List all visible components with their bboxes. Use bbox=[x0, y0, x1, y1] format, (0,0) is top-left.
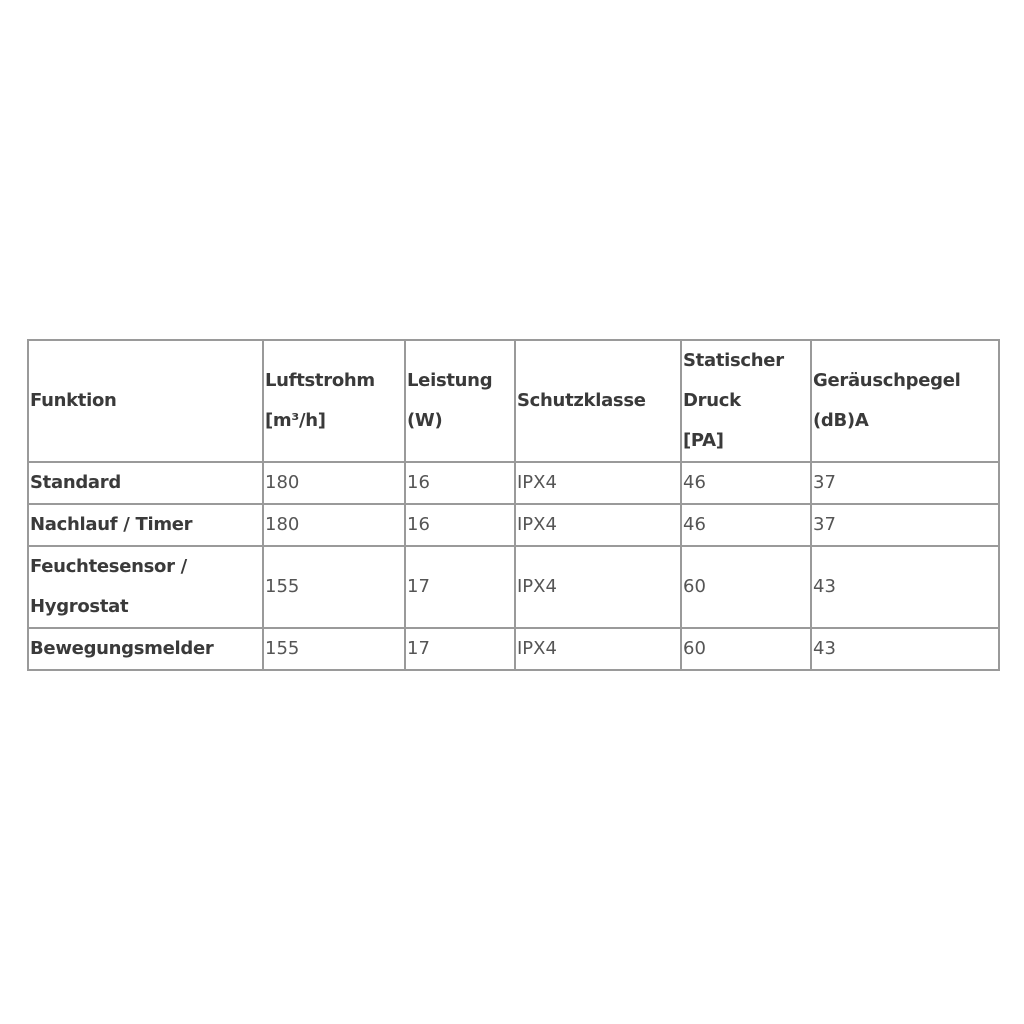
cell-geraeuschpegel: 37 bbox=[810, 503, 1000, 547]
cell-druck: 60 bbox=[680, 545, 812, 629]
header-line: Statischer bbox=[683, 350, 784, 371]
header-line: (dB)A bbox=[813, 410, 869, 431]
cell-luftstrom: 155 bbox=[262, 627, 406, 671]
header-druck: Statischer Druck [PA] bbox=[680, 339, 812, 463]
header-line: Druck bbox=[683, 390, 741, 411]
header-line: [PA] bbox=[683, 430, 724, 451]
table-row: Standard 180 16 IPX4 46 37 bbox=[27, 461, 1000, 505]
header-geraeuschpegel: Geräuschpegel (dB)A bbox=[810, 339, 1000, 463]
table-row: Nachlauf / Timer 180 16 IPX4 46 37 bbox=[27, 503, 1000, 547]
cell-schutzklasse: IPX4 bbox=[514, 627, 682, 671]
cell-druck: 60 bbox=[680, 627, 812, 671]
cell-line: Bewegungsmelder bbox=[30, 638, 214, 659]
cell-leistung: 17 bbox=[404, 627, 516, 671]
cell-funktion: Feuchtesensor / Hygrostat bbox=[27, 545, 264, 629]
header-leistung: Leistung (W) bbox=[404, 339, 516, 463]
cell-leistung: 16 bbox=[404, 503, 516, 547]
cell-schutzklasse: IPX4 bbox=[514, 545, 682, 629]
table-row: Bewegungsmelder 155 17 IPX4 60 43 bbox=[27, 627, 1000, 671]
cell-schutzklasse: IPX4 bbox=[514, 503, 682, 547]
cell-line: Feuchtesensor / bbox=[30, 556, 187, 577]
cell-druck: 46 bbox=[680, 503, 812, 547]
header-line: [m³/h] bbox=[265, 410, 326, 431]
header-line: Leistung bbox=[407, 370, 493, 391]
cell-luftstrom: 180 bbox=[262, 503, 406, 547]
cell-line: Standard bbox=[30, 472, 121, 493]
table-row: Feuchtesensor / Hygrostat 155 17 IPX4 60 … bbox=[27, 545, 1000, 629]
header-line: Schutzklasse bbox=[517, 390, 646, 411]
cell-funktion: Standard bbox=[27, 461, 264, 505]
cell-funktion: Bewegungsmelder bbox=[27, 627, 264, 671]
cell-schutzklasse: IPX4 bbox=[514, 461, 682, 505]
cell-luftstrom: 155 bbox=[262, 545, 406, 629]
header-luftstrom: Luftstrohm [m³/h] bbox=[262, 339, 406, 463]
cell-leistung: 16 bbox=[404, 461, 516, 505]
table-header-row: Funktion Luftstrohm [m³/h] Leistung (W) Sc… bbox=[27, 339, 1000, 463]
cell-geraeuschpegel: 43 bbox=[810, 545, 1000, 629]
cell-funktion: Nachlauf / Timer bbox=[27, 503, 264, 547]
header-line: (W) bbox=[407, 410, 443, 431]
header-schutzklasse: Schutzklasse bbox=[514, 339, 682, 463]
header-funktion: Funktion bbox=[27, 339, 264, 463]
cell-geraeuschpegel: 37 bbox=[810, 461, 1000, 505]
header-line: Luftstrohm bbox=[265, 370, 375, 391]
cell-geraeuschpegel: 43 bbox=[810, 627, 1000, 671]
specs-table: Funktion Luftstrohm [m³/h] Leistung (W) Sc… bbox=[27, 339, 1000, 671]
cell-line: Nachlauf / Timer bbox=[30, 514, 193, 535]
header-line: Funktion bbox=[30, 390, 117, 411]
cell-leistung: 17 bbox=[404, 545, 516, 629]
cell-druck: 46 bbox=[680, 461, 812, 505]
cell-line: Hygrostat bbox=[30, 596, 129, 617]
header-line: Geräuschpegel bbox=[813, 370, 961, 391]
cell-luftstrom: 180 bbox=[262, 461, 406, 505]
